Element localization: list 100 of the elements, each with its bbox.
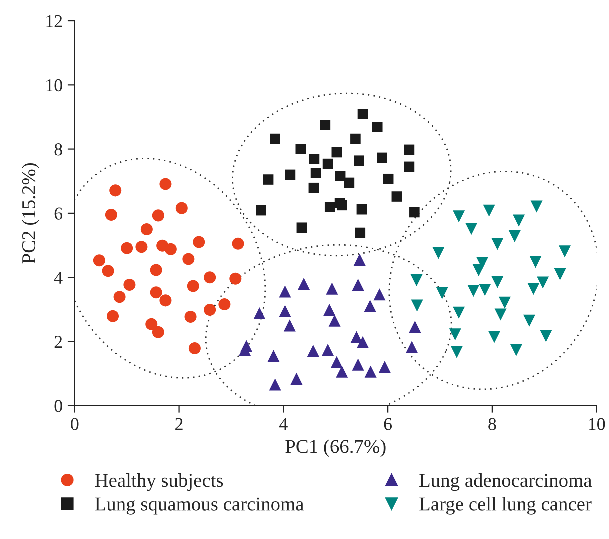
y-tick-label: 10 — [46, 79, 62, 92]
y-tick-label: 0 — [54, 400, 62, 412]
point — [322, 158, 334, 170]
point — [558, 246, 571, 258]
point — [404, 144, 415, 156]
point — [324, 304, 336, 316]
point — [279, 305, 292, 318]
point — [356, 336, 370, 348]
point — [488, 331, 501, 344]
point — [472, 264, 485, 277]
point — [410, 274, 423, 286]
point — [114, 291, 126, 304]
point — [344, 178, 355, 188]
point — [150, 286, 162, 299]
point — [406, 341, 418, 354]
point — [530, 200, 543, 213]
y-tick-label: 6 — [54, 208, 63, 220]
point — [411, 300, 424, 312]
point — [466, 223, 478, 236]
point — [269, 378, 282, 391]
point — [150, 264, 162, 276]
point — [450, 346, 463, 358]
point — [483, 204, 496, 217]
point — [468, 285, 480, 298]
point — [350, 134, 361, 144]
point — [182, 253, 195, 266]
point — [492, 238, 504, 250]
point — [523, 314, 536, 327]
point — [364, 366, 377, 378]
point — [498, 296, 511, 309]
point — [310, 168, 322, 179]
point — [494, 308, 507, 321]
point — [176, 202, 188, 214]
point — [309, 154, 320, 164]
point — [364, 300, 376, 312]
point — [140, 223, 153, 236]
y-axis-title: PC2 (15.2%) — [22, 164, 40, 264]
point — [322, 344, 334, 356]
point — [352, 358, 364, 371]
y-tick-label: 12 — [46, 15, 62, 28]
point — [152, 326, 164, 338]
point — [528, 283, 540, 296]
point — [330, 356, 343, 368]
point — [432, 247, 445, 260]
x-axis-title: PC1 (66.7%) — [286, 440, 386, 458]
point — [358, 109, 368, 120]
point — [136, 241, 148, 254]
point — [449, 328, 462, 341]
point — [164, 243, 177, 256]
point — [160, 178, 172, 190]
point — [188, 342, 201, 354]
point — [230, 272, 242, 285]
point — [383, 174, 394, 184]
point — [284, 320, 296, 332]
point — [336, 366, 348, 378]
point — [328, 314, 341, 327]
point — [296, 222, 308, 234]
point — [218, 298, 231, 311]
x-tick-label: 4 — [280, 418, 288, 430]
point — [110, 184, 122, 197]
point — [492, 276, 504, 288]
point — [332, 147, 342, 158]
point — [160, 294, 172, 307]
point — [354, 156, 364, 166]
point — [479, 284, 492, 296]
point — [372, 122, 383, 132]
point — [152, 210, 164, 222]
point — [355, 228, 366, 238]
point — [392, 192, 402, 202]
point — [409, 320, 422, 333]
point — [93, 254, 106, 267]
point — [204, 304, 216, 316]
point — [436, 287, 448, 300]
point — [510, 344, 522, 356]
y-tick-label: 8 — [54, 144, 62, 156]
legend-label: Lung adenocarcinoma — [420, 474, 592, 492]
point — [350, 331, 363, 344]
point — [124, 278, 136, 291]
point — [184, 311, 197, 324]
y-tick-label: 4 — [54, 272, 63, 284]
legend-label: Large cell lung cancer — [420, 497, 592, 515]
point — [356, 204, 368, 215]
point — [296, 144, 306, 154]
point — [554, 268, 566, 280]
point — [256, 205, 266, 216]
point — [308, 182, 320, 194]
x-tick-label: 0 — [71, 418, 79, 430]
point — [204, 272, 216, 284]
point — [106, 310, 120, 322]
point — [270, 134, 280, 144]
point — [336, 200, 348, 211]
point — [404, 162, 415, 172]
point — [279, 286, 292, 298]
point — [268, 350, 280, 362]
y-tick-label: 2 — [54, 336, 62, 348]
x-tick-label: 2 — [176, 418, 183, 430]
point — [410, 207, 420, 218]
point — [239, 344, 252, 356]
point — [540, 330, 552, 342]
point — [307, 345, 320, 358]
